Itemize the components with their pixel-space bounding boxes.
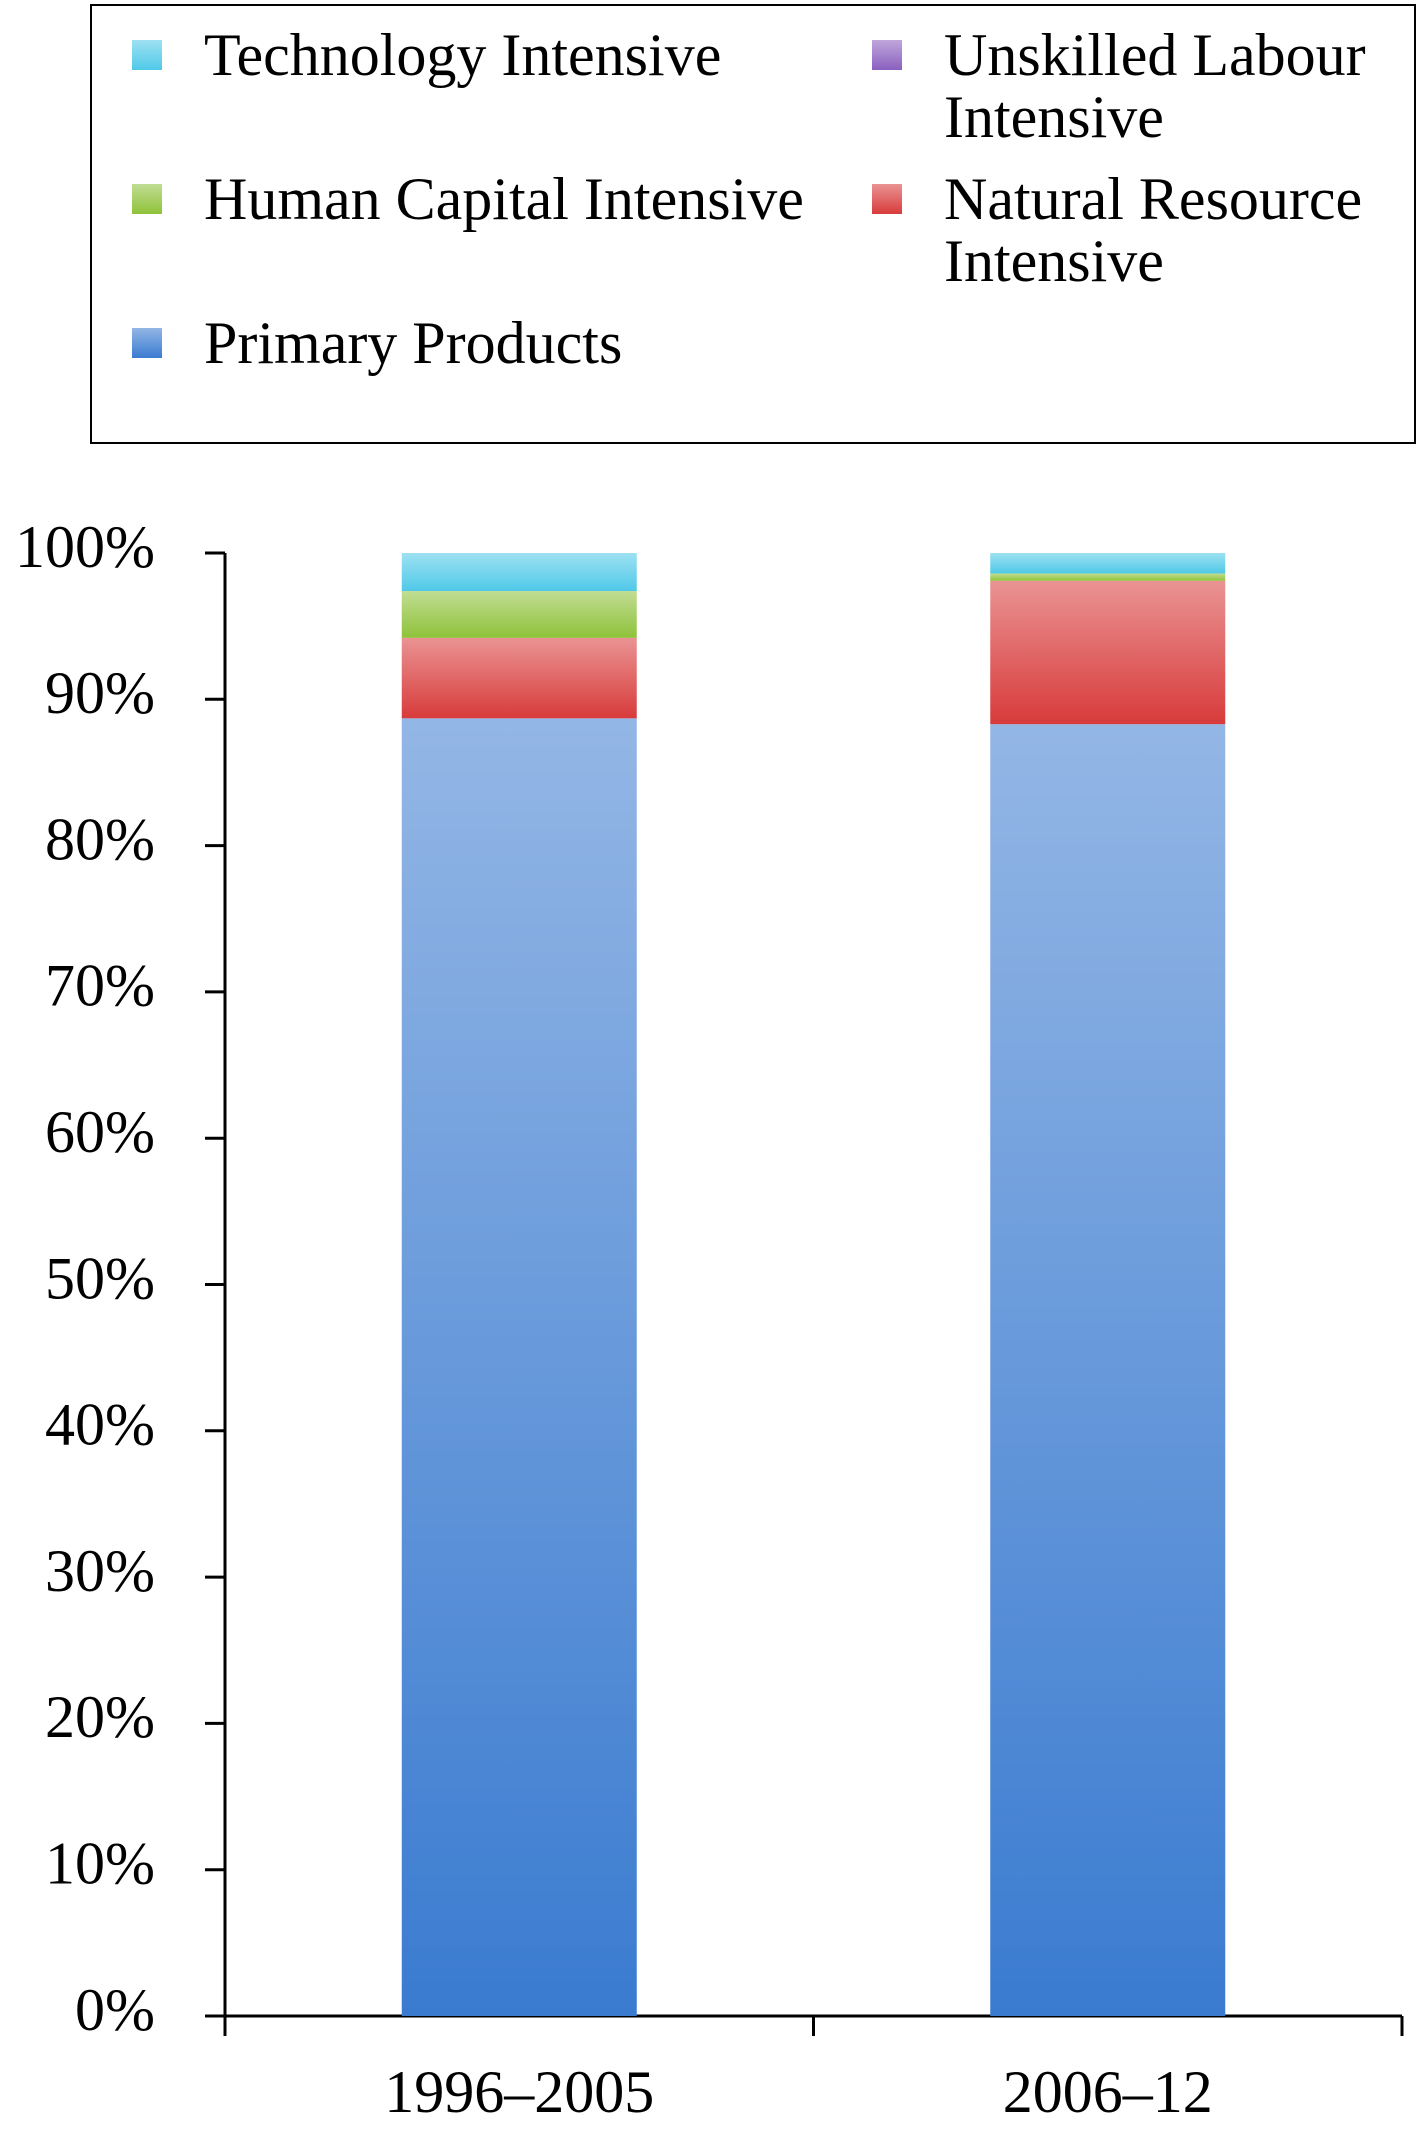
y-tick-label: 10% bbox=[45, 1830, 155, 1896]
legend-item: Human Capital Intensive bbox=[122, 168, 862, 292]
y-tick-label: 40% bbox=[45, 1392, 155, 1458]
legend-label: Technology Intensive bbox=[204, 22, 722, 88]
bar-segment bbox=[990, 573, 1226, 581]
legend-swatch bbox=[132, 328, 162, 358]
bar-segment bbox=[990, 580, 1226, 725]
bar-segment bbox=[990, 553, 1226, 574]
bar-segment bbox=[401, 637, 637, 719]
x-tick-label: 1996–2005 bbox=[384, 2059, 654, 2125]
y-tick-label: 80% bbox=[45, 806, 155, 872]
legend-item: Technology Intensive bbox=[122, 24, 862, 148]
y-tick-label: 50% bbox=[45, 1245, 155, 1311]
y-tick-label: 100% bbox=[15, 514, 155, 580]
bar-segment bbox=[401, 553, 637, 592]
y-tick-label: 90% bbox=[45, 660, 155, 726]
y-tick-label: 30% bbox=[45, 1538, 155, 1604]
bar-segment bbox=[401, 591, 637, 638]
legend-item: Primary Products bbox=[122, 312, 862, 374]
legend-swatch bbox=[872, 40, 902, 70]
y-tick-label: 20% bbox=[45, 1684, 155, 1750]
legend-label: Unskilled Labour Intensive bbox=[944, 22, 1366, 150]
bar-segment bbox=[990, 724, 1226, 2016]
legend-swatch bbox=[872, 184, 902, 214]
y-tick-label: 60% bbox=[45, 1099, 155, 1165]
y-tick-label: 70% bbox=[45, 953, 155, 1019]
bar-segment bbox=[401, 718, 637, 2016]
legend-item: Unskilled Labour Intensive bbox=[862, 24, 1422, 148]
legend-label: Human Capital Intensive bbox=[204, 166, 804, 232]
y-tick-label: 0% bbox=[75, 1977, 155, 2043]
legend: Technology Intensive Unskilled Labour Int… bbox=[90, 4, 1416, 444]
x-tick-label: 2006–12 bbox=[1003, 2059, 1213, 2125]
legend-swatch bbox=[132, 184, 162, 214]
legend-label: Natural Resource Intensive bbox=[944, 166, 1363, 294]
legend-swatch bbox=[132, 40, 162, 70]
legend-label: Primary Products bbox=[204, 310, 623, 376]
legend-item: Natural Resource Intensive bbox=[862, 168, 1422, 292]
